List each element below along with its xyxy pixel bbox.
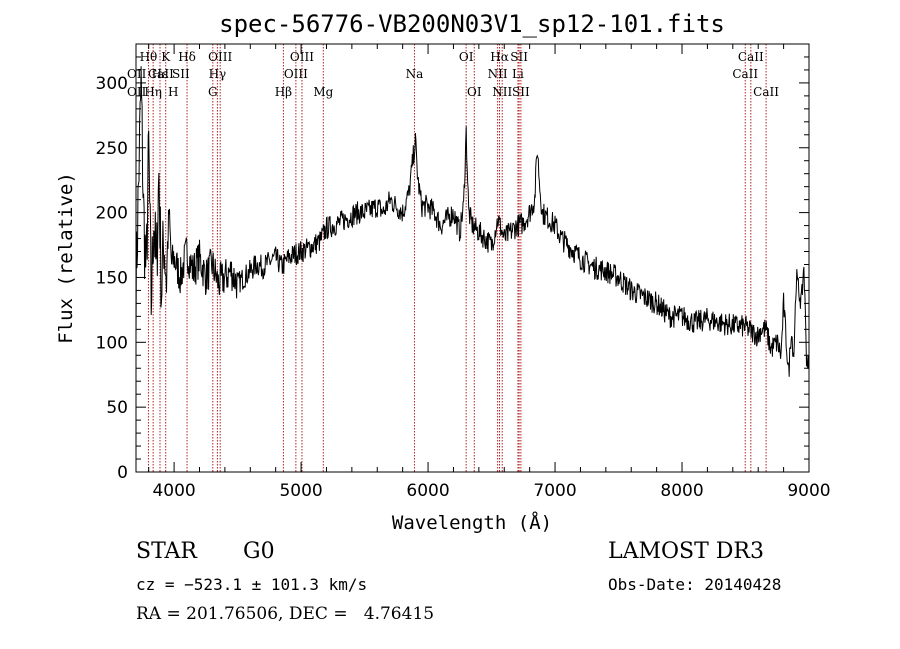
edge-line-label-0: OII bbox=[127, 67, 147, 81]
x-tick-label-6000: 6000 bbox=[406, 481, 449, 501]
x-tick-label-5000: 5000 bbox=[279, 481, 322, 501]
emission-line-label-3: Hε bbox=[152, 67, 169, 81]
x-axis-label: Wavelength (Å) bbox=[392, 511, 552, 534]
x-axis: 4000 5000 6000 7000 8000 9000 bbox=[148, 44, 831, 501]
redshift-cz: cz = −523.1 ± 101.3 km/s bbox=[136, 575, 368, 594]
emission-line-label-14: OI bbox=[467, 85, 482, 99]
x-tick-label-8000: 8000 bbox=[660, 481, 703, 501]
emission-line-label-20: SII bbox=[512, 85, 530, 99]
series-layer bbox=[135, 66, 810, 377]
emission-line-label-6: Hγ bbox=[209, 67, 227, 81]
plot-frame bbox=[135, 43, 810, 473]
x-tick-label-9000: 9000 bbox=[787, 481, 830, 501]
y-tick-label-50: 50 bbox=[106, 398, 128, 418]
emission-line-label-9: OIII bbox=[290, 50, 314, 64]
emission-line-label-18: SII bbox=[510, 50, 528, 64]
y-tick-label-200: 200 bbox=[96, 204, 128, 224]
coordinates: RA = 201.76506, DEC = 4.76415 bbox=[136, 604, 435, 624]
emission-line-label-0: Hθ bbox=[140, 50, 158, 64]
emission-line-label-17: NII bbox=[492, 85, 512, 99]
y-tick-label-300: 300 bbox=[96, 74, 128, 94]
x-tick-label-7000: 7000 bbox=[533, 481, 576, 501]
object-class: STAR bbox=[136, 539, 197, 564]
emission-line-labels: Hθ Hη K Hε Hδ OIII Hγ G Hβ OIII OIII Mg Na OI OI Hα NII N… bbox=[127, 50, 779, 99]
emission-line-label-16: NII bbox=[488, 67, 508, 81]
observation-date: Obs-Date: 20140428 bbox=[608, 575, 782, 594]
emission-line-label-4: Hδ bbox=[178, 50, 196, 64]
edge-line-label-1: CaII bbox=[148, 67, 174, 81]
emission-line-label-19: Li bbox=[512, 67, 524, 81]
chart-title: spec-56776-VB200N03V1_sp12-101.fits bbox=[219, 10, 725, 38]
x-tick-label-4000: 4000 bbox=[152, 481, 195, 501]
emission-line-label-15: Hα bbox=[490, 50, 509, 64]
emission-line-label-8: Hβ bbox=[275, 85, 292, 99]
emission-line-label-5: OIII bbox=[208, 50, 232, 64]
emission-line-label-12: Na bbox=[406, 67, 424, 81]
survey-name: LAMOST DR3 bbox=[608, 539, 764, 564]
emission-line-label-1: Hη bbox=[144, 85, 162, 99]
flux-series-line bbox=[135, 66, 810, 377]
emission-line-label-10: OIII bbox=[284, 67, 308, 81]
emission-line-label-7: G bbox=[208, 85, 218, 99]
edge-line-label-2: SII bbox=[172, 67, 190, 81]
emission-lines-layer bbox=[147, 44, 767, 472]
emission-line-label-11: Mg bbox=[313, 85, 333, 99]
emission-line-label-13: OI bbox=[459, 50, 474, 64]
emission-line-label-23: CaII bbox=[753, 85, 779, 99]
y-axis: 0 50 100 150 200 250 300 bbox=[96, 56, 809, 483]
emission-line-label-21: CaII bbox=[738, 50, 764, 64]
y-tick-label-100: 100 bbox=[96, 333, 128, 353]
emission-line-label-22: CaII bbox=[732, 67, 758, 81]
y-axis-label: Flux (relative) bbox=[55, 172, 77, 344]
object-subclass: G0 bbox=[243, 539, 275, 564]
edge-line-label-4: H bbox=[168, 85, 178, 99]
emission-line-label-2: K bbox=[161, 50, 171, 64]
edge-line-label-3: OII bbox=[127, 85, 147, 99]
y-tick-label-0: 0 bbox=[117, 463, 128, 483]
y-tick-label-150: 150 bbox=[96, 268, 128, 288]
y-tick-label-250: 250 bbox=[96, 139, 128, 159]
